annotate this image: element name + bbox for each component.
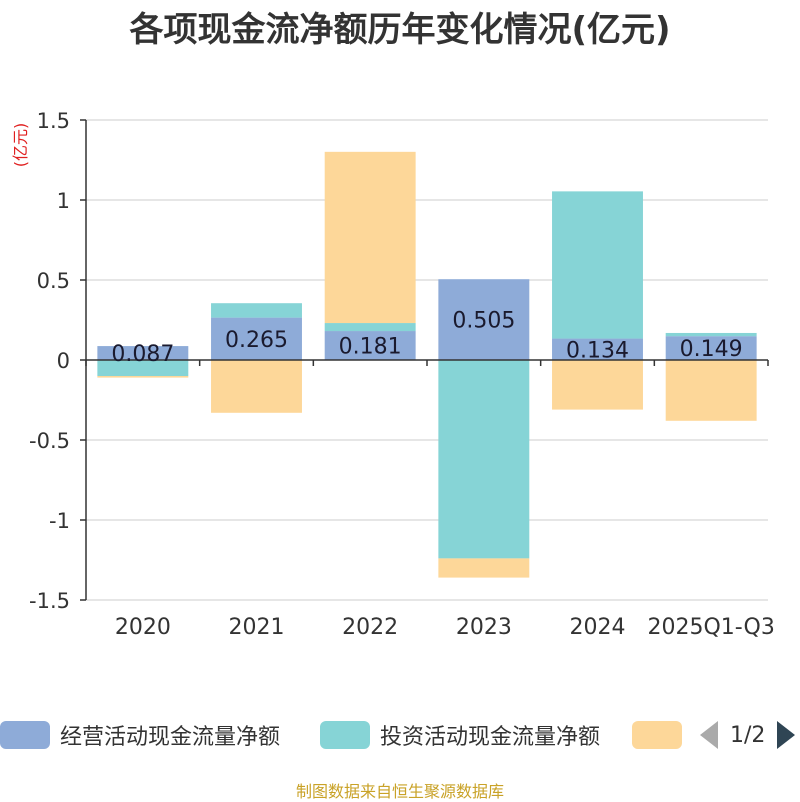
bar-segment-series-2-2022 [324,151,416,324]
bar-segment-series-1-2020 [97,360,189,376]
data-label: 0.134 [566,338,629,363]
bar-segment-series-1-2025Q1-Q3 [665,332,757,337]
x-tick-label: 2024 [570,615,626,640]
data-label: 0.505 [452,309,515,334]
legend-swatch-operating [0,721,50,749]
legend-next-page-icon[interactable] [777,721,796,749]
bar-segment-series-0-2020 [97,346,189,360]
bar-segment-series-1-2022 [324,323,416,332]
y-tick-label: -0.5 [29,429,70,453]
bar-segment-series-1-2021 [211,303,302,318]
bar-segment-series-2-2025Q1-Q3 [665,360,757,421]
y-tick-label: -1.5 [29,589,70,613]
legend-item-third-series[interactable] [632,720,682,750]
chart-canvas: (亿元) 1.5 1 0.5 0 -0.5 -1 -1.5 2020 2021 2022 2023… [11,109,775,640]
legend-page-indicator: 1/2 [730,722,766,748]
y-tick-label: 1 [57,189,70,213]
data-source-note: 制图数据来自恒生聚源数据库 [295,782,504,801]
data-label: 0.265 [225,328,288,353]
x-tick-label: 2025Q1-Q3 [647,615,774,640]
bar-segment-series-1-2024 [552,191,643,339]
y-tick-label: -1 [49,509,70,533]
bar-segment-series-0-2021 [211,317,302,360]
bar-segment-series-2-2021 [211,360,302,413]
y-tick-label: 0.5 [37,269,70,293]
legend-pager: 1/2 [700,720,796,750]
legend-prev-page-icon[interactable] [700,721,718,749]
legend-swatch-third-series [632,721,682,749]
chart-title: 各项现金流净额历年变化情况(亿元) [129,10,671,50]
data-label: 0.149 [680,337,743,362]
x-tick-label: 2021 [229,615,285,640]
legend-item-investing[interactable]: 投资活动现金流量净额 [320,720,600,750]
bar-segment-series-2-2024 [552,360,643,410]
y-axis-unit-label: (亿元) [11,123,30,168]
legend-label-investing: 投资活动现金流量净额 [380,725,601,750]
bar-segment-series-0-2022 [324,331,416,360]
bar-segment-series-0-2023 [438,279,530,360]
data-label: 0.181 [339,335,402,360]
bar-segment-series-0-2025Q1-Q3 [665,336,757,360]
bar-segment-series-0-2024 [552,338,643,360]
bar-segment-series-1-2023 [438,360,530,559]
x-tick-label: 2022 [342,615,398,640]
data-label: 0.087 [111,342,174,367]
y-tick-label: 0 [57,349,70,373]
legend-label-operating: 经营活动现金流量净额 [60,725,281,750]
x-tick-label: 2023 [456,615,512,640]
bar-segment-series-2-2023 [438,558,530,578]
bar-segment-series-2-2020 [97,376,189,378]
x-tick-label: 2020 [115,615,171,640]
y-tick-label: 1.5 [37,109,70,133]
legend: 经营活动现金流量净额 投资活动现金流量净额 1/2 [0,716,800,756]
legend-item-operating[interactable]: 经营活动现金流量净额 [0,720,280,750]
legend-swatch-investing [320,721,370,749]
